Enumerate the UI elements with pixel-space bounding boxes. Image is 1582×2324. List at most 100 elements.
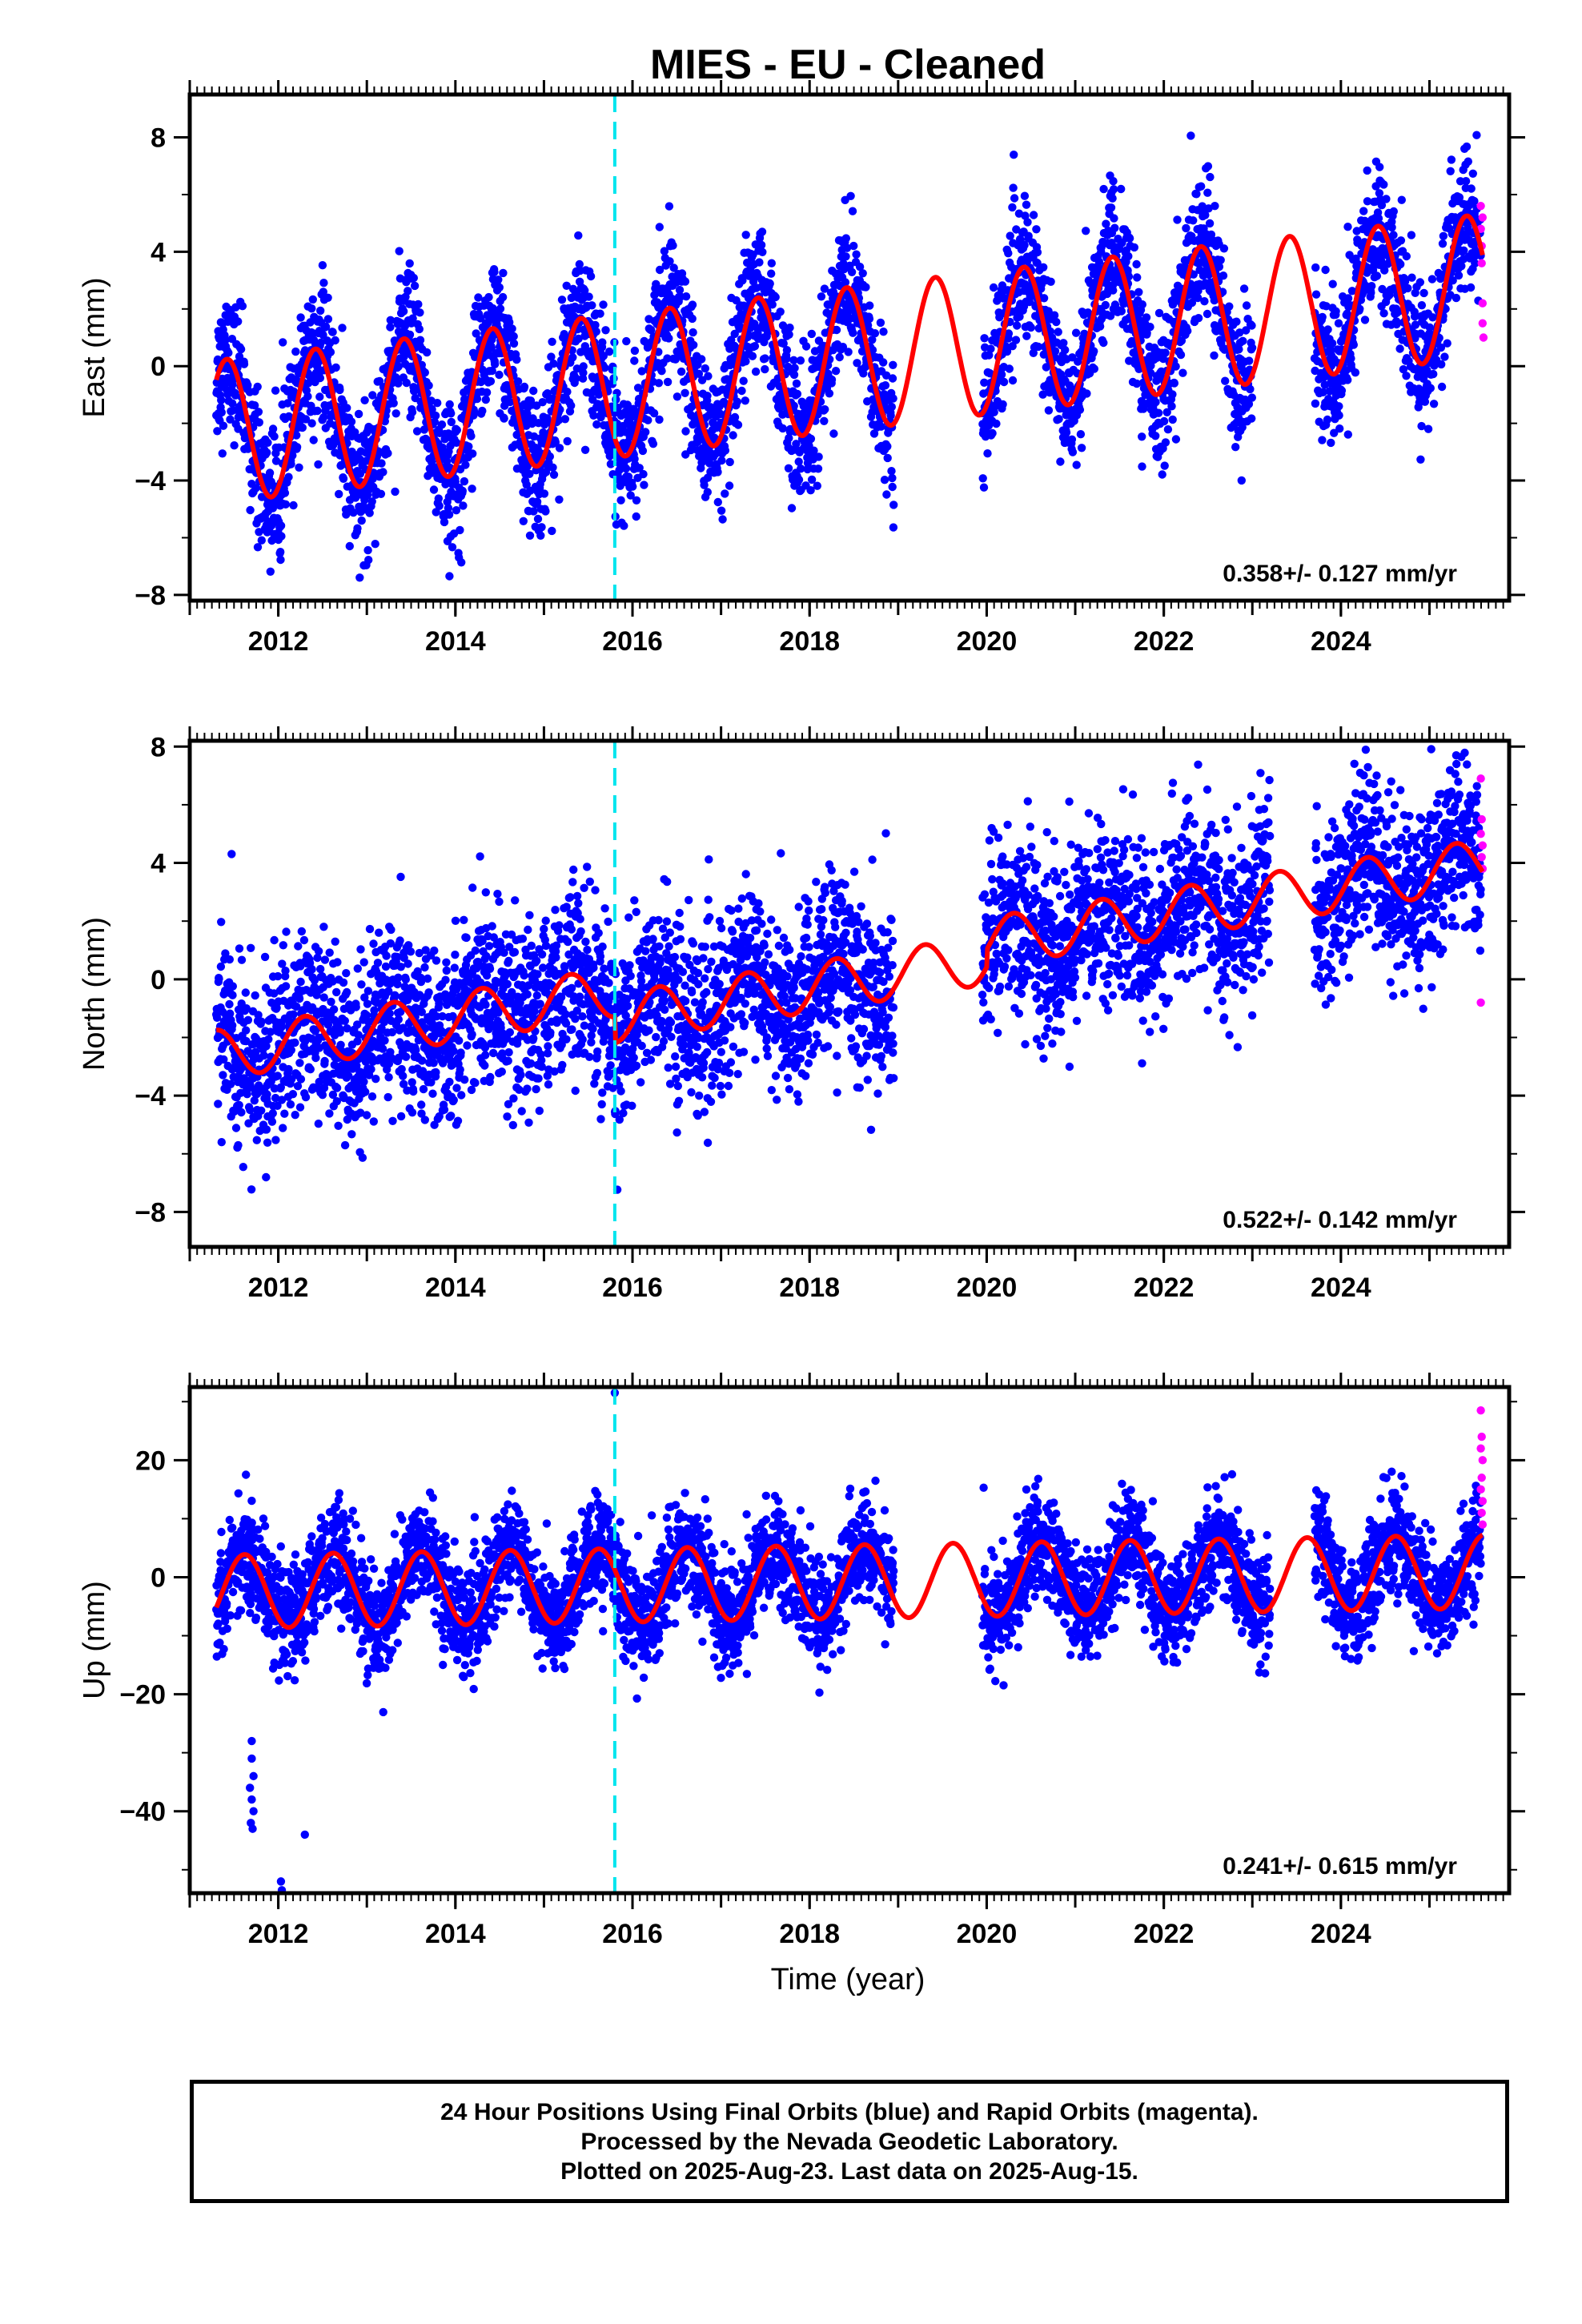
data-point — [887, 402, 897, 412]
data-point — [1004, 249, 1013, 258]
data-point — [213, 427, 222, 436]
rapid-orbit-point — [1477, 259, 1486, 267]
data-point — [459, 501, 468, 510]
data-point — [1023, 218, 1032, 227]
data-point — [467, 432, 476, 440]
data-point — [846, 191, 855, 200]
final-orbit-points — [212, 745, 1485, 1194]
data-point — [784, 464, 793, 472]
data-point — [681, 292, 691, 301]
data-point — [262, 1172, 271, 1182]
data-point — [888, 482, 897, 492]
data-point — [345, 541, 354, 551]
data-point — [1039, 263, 1048, 271]
data-point — [880, 476, 889, 485]
data-point — [394, 362, 403, 371]
data-point — [648, 440, 658, 448]
data-point — [1423, 424, 1433, 433]
data-point — [1142, 313, 1151, 322]
data-point — [1061, 345, 1070, 355]
data-point — [1032, 225, 1041, 234]
data-point — [306, 1065, 315, 1074]
data-point — [592, 327, 600, 336]
data-point — [217, 918, 226, 927]
data-point — [440, 517, 449, 527]
data-point — [257, 1017, 266, 1026]
data-point — [270, 432, 279, 441]
data-point — [560, 415, 570, 424]
data-point — [271, 1136, 280, 1144]
data-point — [1194, 314, 1203, 323]
data-point — [529, 386, 538, 396]
data-point — [1005, 364, 1014, 373]
data-point — [567, 401, 576, 410]
data-point — [217, 1138, 226, 1147]
data-point — [1446, 167, 1455, 175]
data-point — [321, 322, 331, 332]
data-point — [1138, 432, 1146, 441]
data-point — [841, 234, 851, 243]
data-point — [1203, 162, 1213, 171]
data-point — [865, 314, 874, 324]
data-point — [1363, 166, 1371, 175]
data-point — [1323, 325, 1332, 334]
data-point — [240, 433, 250, 443]
data-point — [741, 357, 750, 366]
data-point — [1468, 169, 1478, 178]
data-point — [363, 545, 372, 555]
data-point — [447, 417, 456, 427]
data-point — [231, 303, 240, 312]
data-point — [231, 391, 240, 400]
data-point — [1379, 180, 1388, 189]
data-point — [1006, 231, 1014, 240]
data-point — [986, 344, 995, 353]
data-point — [431, 411, 440, 420]
x-tick-label: 2016 — [602, 626, 663, 657]
data-point — [1133, 273, 1142, 282]
data-point — [235, 944, 244, 953]
data-point — [787, 504, 797, 513]
panel-east: 2012 2014 2016 2018 2020 2022 2024−8−4048East … — [78, 80, 1525, 657]
data-point — [316, 338, 325, 347]
data-point — [335, 489, 343, 499]
data-point — [287, 460, 295, 468]
data-point — [235, 1100, 243, 1110]
data-point — [586, 271, 596, 281]
data-point — [536, 531, 545, 540]
data-point — [216, 962, 226, 971]
data-point — [563, 388, 572, 396]
data-point — [721, 446, 730, 455]
data-point — [758, 247, 767, 256]
data-point — [1077, 444, 1086, 452]
data-point — [257, 536, 266, 545]
data-point — [260, 952, 270, 962]
data-point — [1033, 247, 1042, 257]
data-point — [291, 1038, 299, 1047]
data-point — [442, 457, 452, 466]
data-point — [654, 379, 664, 388]
data-point — [1050, 347, 1060, 356]
data-point — [1387, 223, 1396, 232]
data-point — [218, 449, 227, 458]
data-point — [246, 505, 255, 515]
data-point — [533, 514, 543, 524]
data-point — [354, 409, 363, 419]
data-point — [335, 385, 344, 395]
data-point — [484, 292, 493, 302]
data-point — [813, 464, 823, 473]
data-point — [989, 283, 998, 292]
data-point — [999, 377, 1009, 387]
data-point — [386, 323, 395, 332]
data-point — [1151, 432, 1160, 440]
data-point — [461, 460, 470, 469]
data-point — [1071, 328, 1081, 337]
data-point — [529, 432, 539, 441]
data-point — [644, 416, 652, 424]
x-tick-label: 2018 — [779, 626, 840, 657]
data-point — [601, 326, 610, 335]
data-point — [438, 443, 447, 452]
data-point — [279, 941, 287, 950]
data-point — [291, 1111, 299, 1120]
data-point — [1437, 382, 1447, 392]
data-point — [338, 324, 347, 332]
